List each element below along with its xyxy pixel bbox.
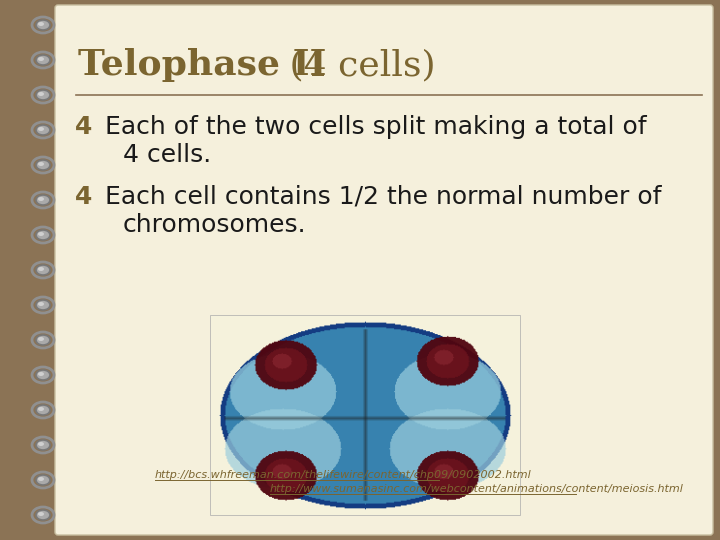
Text: chromosomes.: chromosomes. <box>123 213 307 237</box>
Ellipse shape <box>38 22 44 26</box>
Ellipse shape <box>36 475 50 485</box>
Ellipse shape <box>36 405 50 415</box>
Ellipse shape <box>36 335 50 345</box>
Text: 4: 4 <box>75 115 92 139</box>
Ellipse shape <box>36 160 50 170</box>
Ellipse shape <box>38 57 44 61</box>
Ellipse shape <box>38 127 44 131</box>
Ellipse shape <box>38 407 44 411</box>
Ellipse shape <box>38 372 44 376</box>
Ellipse shape <box>38 92 44 96</box>
Ellipse shape <box>36 55 50 65</box>
Ellipse shape <box>38 512 44 516</box>
Text: 4: 4 <box>75 185 92 209</box>
Ellipse shape <box>38 302 44 306</box>
Ellipse shape <box>38 267 44 271</box>
Ellipse shape <box>36 90 50 100</box>
Text: http://www.sumanasinc.com/webcontent/animations/content/meiosis.html: http://www.sumanasinc.com/webcontent/ani… <box>270 484 684 494</box>
Ellipse shape <box>38 197 44 201</box>
Ellipse shape <box>38 477 44 481</box>
Ellipse shape <box>36 20 50 30</box>
Text: Each cell contains 1/2 the normal number of: Each cell contains 1/2 the normal number… <box>105 185 662 209</box>
Ellipse shape <box>36 510 50 520</box>
Ellipse shape <box>36 440 50 450</box>
Ellipse shape <box>36 300 50 310</box>
Ellipse shape <box>36 195 50 205</box>
Text: http://bcs.whfreeman.com/thelifewire/content/chp09/0902002.html: http://bcs.whfreeman.com/thelifewire/con… <box>155 470 532 480</box>
Text: Telophase II: Telophase II <box>78 48 326 82</box>
Text: Each of the two cells split making a total of: Each of the two cells split making a tot… <box>105 115 647 139</box>
Ellipse shape <box>36 370 50 380</box>
Ellipse shape <box>38 232 44 236</box>
Ellipse shape <box>36 125 50 135</box>
Ellipse shape <box>36 230 50 240</box>
Ellipse shape <box>38 442 44 446</box>
Text: 4 cells.: 4 cells. <box>123 143 211 167</box>
Ellipse shape <box>38 162 44 166</box>
Ellipse shape <box>36 265 50 275</box>
FancyBboxPatch shape <box>55 5 713 535</box>
Ellipse shape <box>38 337 44 341</box>
Text: (4 cells): (4 cells) <box>278 48 436 82</box>
